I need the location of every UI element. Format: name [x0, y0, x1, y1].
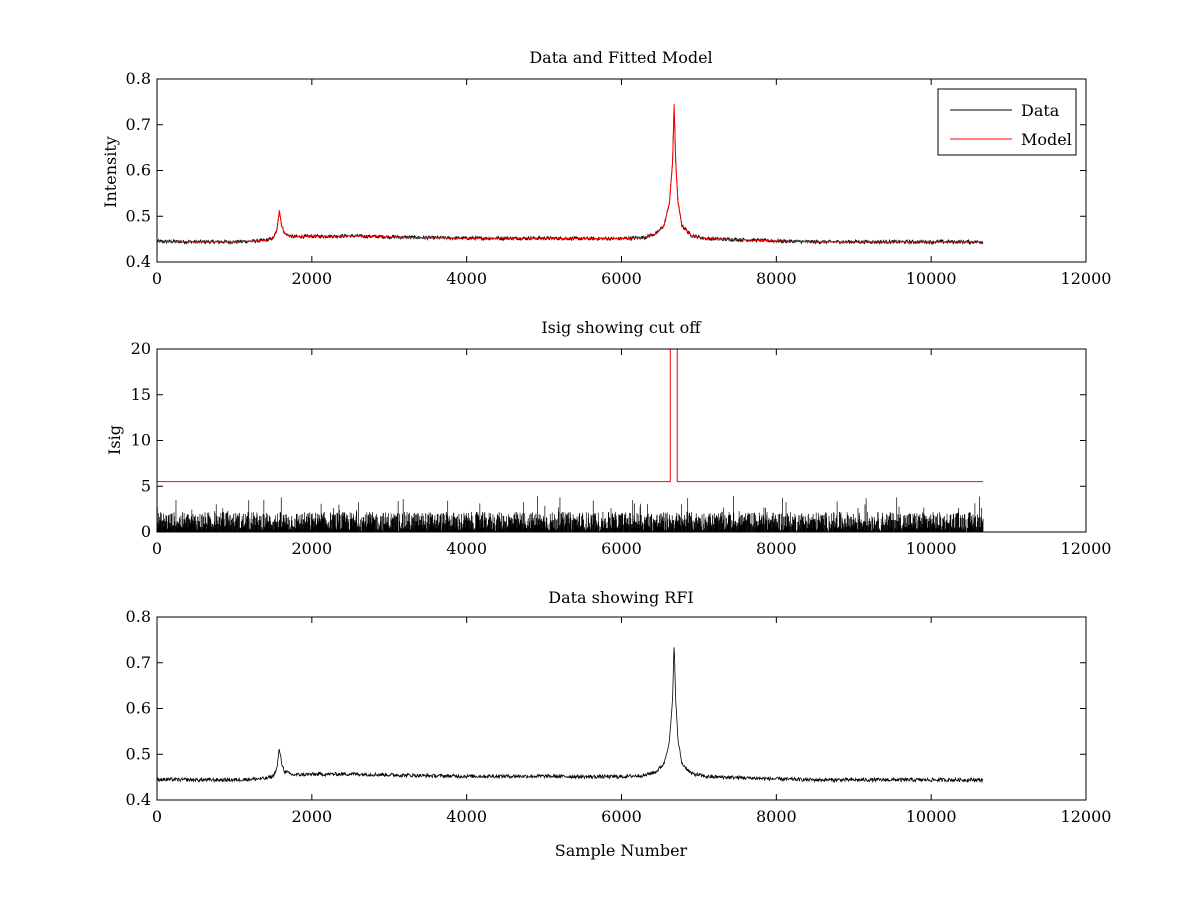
panel-1-ytick-label: 0.4 [126, 252, 151, 271]
panel-3-ytick-label: 0.7 [126, 653, 151, 672]
panel-2-ytick-label: 15 [131, 385, 151, 404]
panel-2-title: Isig showing cut off [541, 318, 702, 337]
panel-1-xtick-label: 10000 [906, 269, 957, 288]
panel-1-axes: 0 2000 4000 6000 8000 10000 12000 0.4 0.5 0.6 0.7 0… [126, 69, 1112, 288]
panel-2-ytick-label: 10 [131, 431, 151, 450]
panel-1-ytick-label: 0.7 [126, 115, 151, 134]
panel-3-xtick-label: 10000 [906, 807, 957, 826]
panel-3-axes: 0 2000 4000 6000 8000 10000 12000 0.4 0.5 0.6 0.7 0… [126, 607, 1112, 826]
panel-1-xtick-label: 6000 [601, 269, 642, 288]
panel-1-xtick-label: 8000 [756, 269, 797, 288]
panel-3-ytick-label: 0.4 [126, 790, 151, 809]
panel-1-title: Data and Fitted Model [529, 48, 712, 67]
panel-3-xtick-label: 12000 [1061, 807, 1112, 826]
panel-2: Isig showing cut off Isig 0 2000 4000 6000 8… [105, 318, 1111, 558]
panel-3-xlabel: Sample Number [555, 841, 688, 860]
panel-3-series [156, 647, 984, 784]
panel-2-xtick-label: 6000 [601, 539, 642, 558]
legend-label-model: Model [1021, 130, 1072, 149]
panel-1-series [156, 104, 984, 246]
panel-2-xtick-label: 8000 [756, 539, 797, 558]
panel-3-xtick-label: 4000 [446, 807, 487, 826]
panel-3-ytick-label: 0.5 [126, 744, 151, 763]
panel-3-xtick-label: 2000 [291, 807, 332, 826]
panel-1-xtick-label: 4000 [446, 269, 487, 288]
panel-2-ytick-label: 0 [141, 522, 151, 541]
panel-3-ytick-label: 0.8 [126, 607, 151, 626]
panel-2-ytick-label: 5 [141, 476, 151, 495]
panel-3-title: Data showing RFI [548, 588, 693, 607]
panel-1-ytick-label: 0.5 [126, 206, 151, 225]
panel-1-series-2-line [156, 104, 984, 243]
panel-2-xtick-label: 0 [152, 539, 162, 558]
panel-1-series-1-line [156, 108, 984, 246]
panel-1: Data and Fitted Model Intensity 0 2000 400… [101, 48, 1111, 288]
panel-1-xtick-label: 2000 [291, 269, 332, 288]
panel-2-xtick-label: 10000 [906, 539, 957, 558]
legend-box [937, 88, 1077, 156]
panel-3-series-1-line [156, 647, 984, 784]
panel-1-ylabel: Intensity [101, 136, 120, 208]
panel-3-xtick-label: 8000 [756, 807, 797, 826]
panel-2-xtick-label: 4000 [446, 539, 487, 558]
panel-3-xtick-label: 6000 [601, 807, 642, 826]
panel-2-xtick-label: 2000 [291, 539, 332, 558]
legend: Data Model [937, 88, 1077, 156]
panel-2-ylabel: Isig [105, 425, 124, 455]
panel-3-ytick-label: 0.6 [126, 699, 151, 718]
panel-1-ytick-label: 0.8 [126, 69, 151, 88]
legend-label-data: Data [1021, 101, 1060, 120]
panel-1-xtick-label: 12000 [1061, 269, 1112, 288]
panel-2-axes: 0 2000 4000 6000 8000 10000 12000 0 5 10 15 20 [131, 339, 1112, 558]
panel-2-ytick-label: 20 [131, 339, 151, 358]
panel-3-xtick-label: 0 [152, 807, 162, 826]
panel-3: Data showing RFI Sample Number 0 2000 4000… [126, 588, 1112, 860]
panel-2-xtick-label: 12000 [1061, 539, 1112, 558]
panel-1-ytick-label: 0.6 [126, 161, 151, 180]
panel-1-xtick-label: 0 [152, 269, 162, 288]
